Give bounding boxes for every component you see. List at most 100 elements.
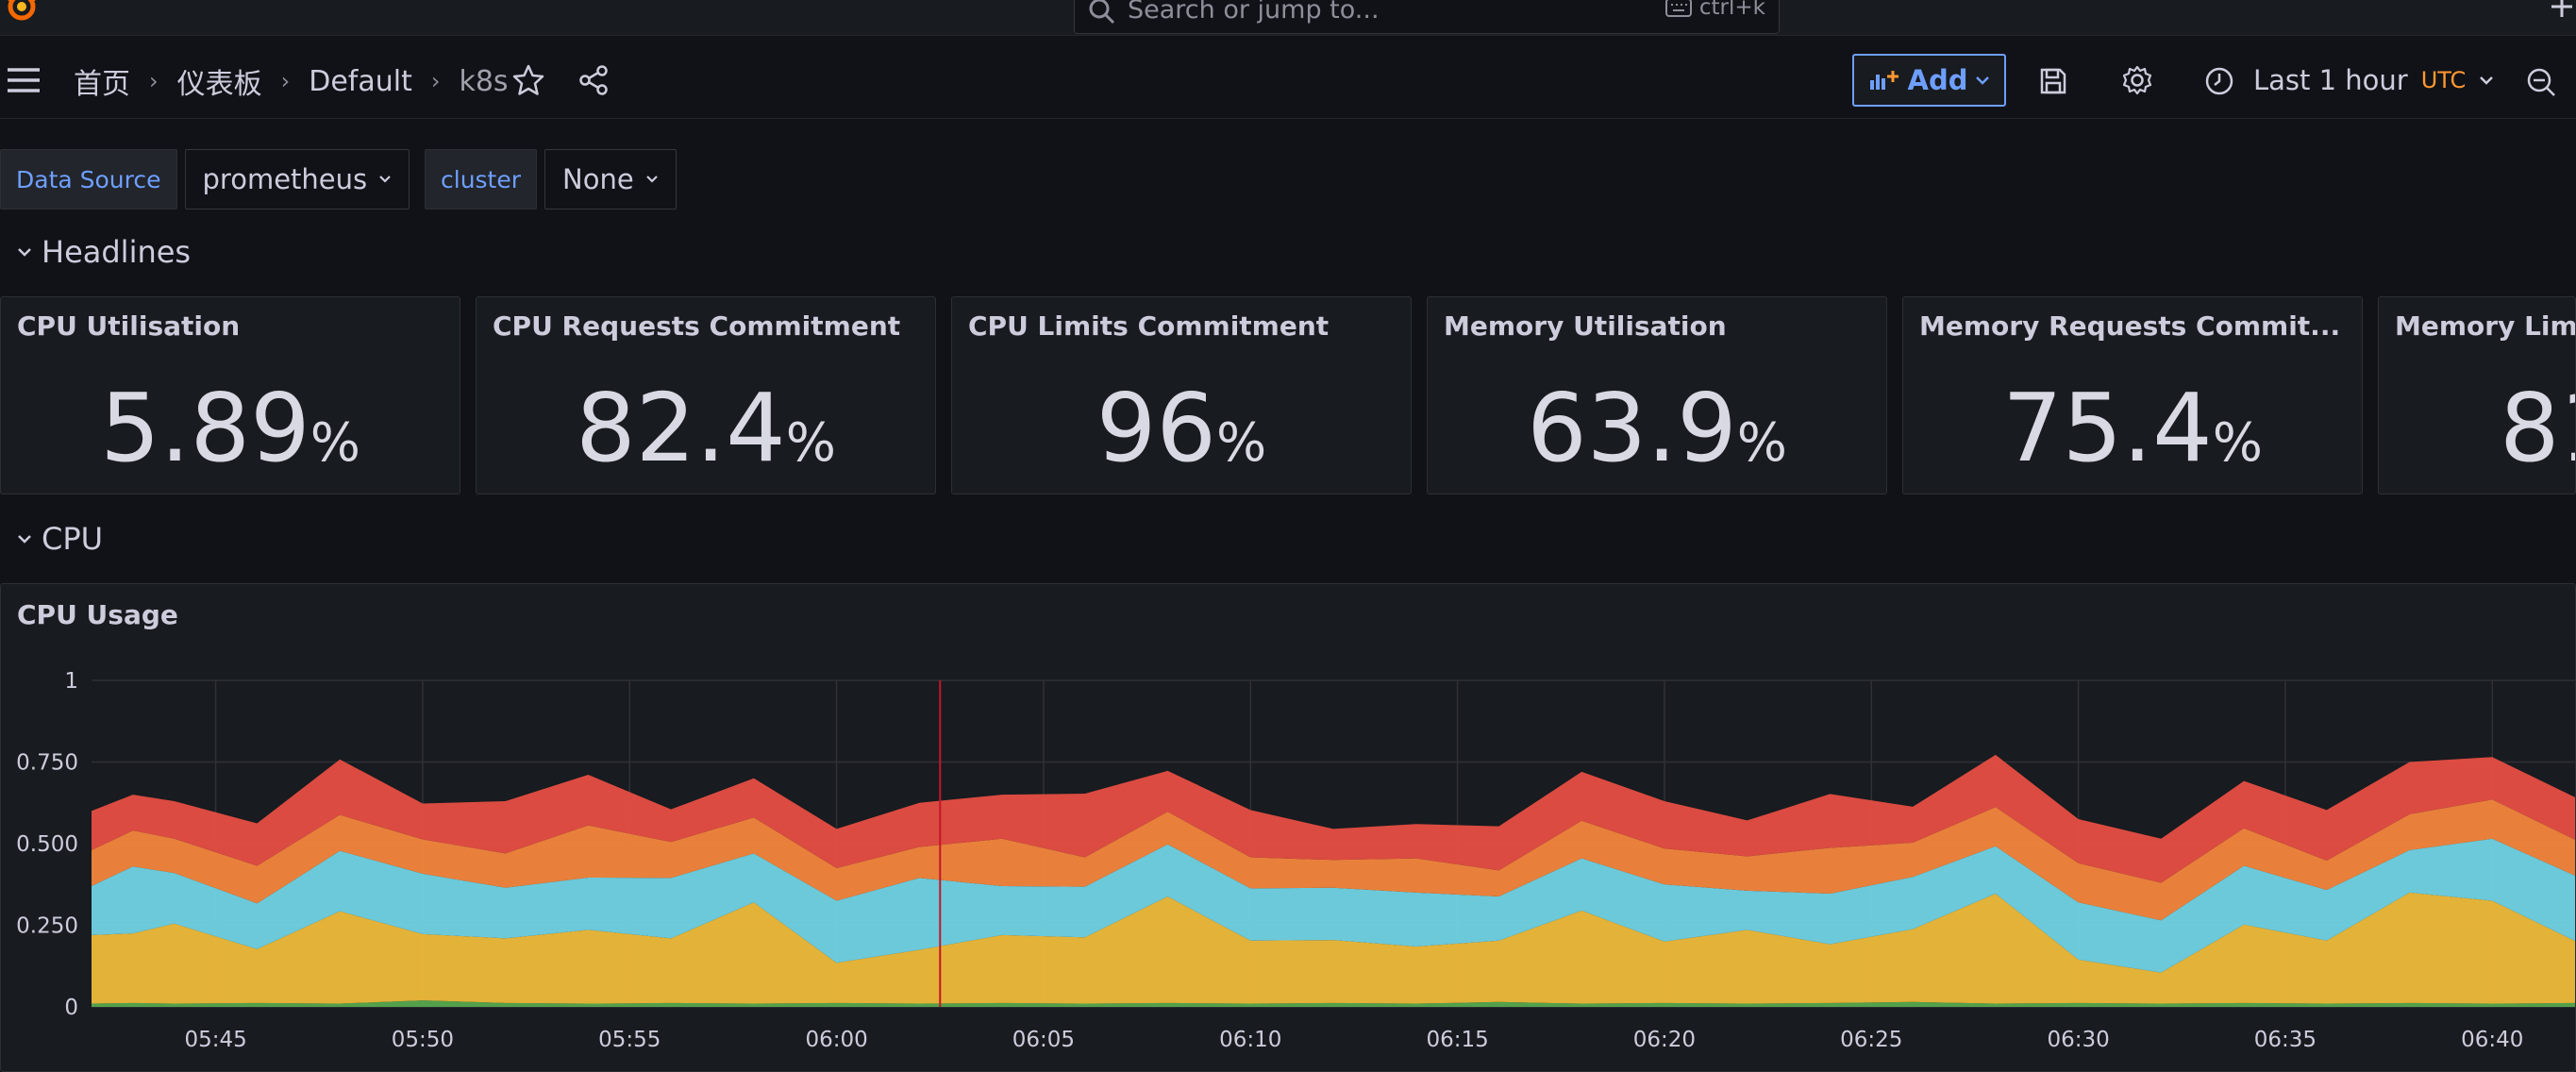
x-tick-label: 06:20: [1633, 1028, 1696, 1052]
datasource-value: prometheus: [202, 163, 368, 195]
stat-value: 96%: [952, 373, 1411, 483]
x-tick-label: 06:15: [1426, 1028, 1488, 1052]
x-tick-label: 05:45: [184, 1028, 246, 1052]
stat-unit: %: [1216, 412, 1267, 474]
series-area-5: [92, 754, 2575, 883]
stat-number: 96: [1096, 373, 1217, 483]
y-tick-label: 0.750: [16, 751, 78, 776]
stat-panel-cpu-limits[interactable]: CPU Limits Commitment 96%: [951, 296, 1412, 494]
x-tick-label: 05:50: [392, 1028, 454, 1052]
add-button-label: Add: [1907, 64, 1968, 96]
stat-value: 5.89%: [1, 373, 460, 483]
breadcrumb-dashboards[interactable]: 仪表板: [176, 68, 262, 101]
stat-panel-cpu-requests[interactable]: CPU Requests Commitment 82.4%: [476, 296, 936, 494]
stat-value: 81%: [2500, 373, 2575, 483]
x-tick-label: 06:10: [1219, 1028, 1281, 1052]
stat-unit: %: [1736, 412, 1787, 474]
clock-icon[interactable]: [2204, 66, 2234, 100]
panel-title: CPU Limits Commitment: [968, 310, 1330, 342]
variable-label: Data Source: [0, 149, 177, 209]
search-input[interactable]: Search or jump to... ctrl+k: [1074, 0, 1780, 34]
x-tick-label: 06:05: [1012, 1028, 1075, 1052]
stat-unit: %: [2212, 412, 2263, 474]
stat-value: 75.4%: [1903, 373, 2362, 483]
y-tick-label: 0.250: [16, 914, 78, 939]
cluster-select[interactable]: None: [544, 149, 677, 209]
time-range-label: Last 1 hour: [2253, 64, 2408, 96]
stat-number: 5.89: [100, 373, 310, 483]
y-tick-label: 1: [64, 669, 78, 694]
gear-icon[interactable]: [2121, 64, 2153, 100]
x-tick-label: 06:25: [1840, 1028, 1902, 1052]
search-shortcut-label: ctrl+k: [1698, 0, 1765, 20]
breadcrumb-current: k8s: [459, 64, 509, 98]
search-shortcut: ctrl+k: [1664, 0, 1765, 20]
chevron-down-icon: [18, 248, 31, 257]
stat-number: 81: [2500, 373, 2575, 483]
stat-panel-memory-requests[interactable]: Memory Requests Commit... 75.4%: [1902, 296, 2363, 494]
series-area-1: [92, 1000, 2575, 1007]
cpu-usage-chart[interactable]: 0 0.250 0.500 0.750 1 05:45 05:50 05:55 06:00 06:…: [1, 584, 2575, 1071]
chevron-down-icon: [645, 176, 658, 183]
star-icon[interactable]: [511, 64, 545, 100]
chevron-down-icon: [1976, 76, 1990, 85]
chevron-right-icon: ›: [430, 68, 441, 94]
cluster-value: None: [562, 163, 634, 195]
x-tick-label: 06:40: [2461, 1028, 2523, 1052]
stat-panel-cpu-utilisation[interactable]: CPU Utilisation 5.89%: [0, 296, 460, 494]
row-headlines[interactable]: Headlines: [17, 234, 191, 270]
cpu-usage-panel[interactable]: CPU Usage 0 0.250 0.500 0.750 1 05:45 05:50 05:…: [0, 583, 2576, 1072]
x-tick-label: 05:55: [598, 1028, 661, 1052]
save-icon[interactable]: [2038, 66, 2068, 100]
panel-title: Memory Requests Commit...: [1919, 310, 2341, 342]
variable-label: cluster: [425, 149, 538, 209]
stat-number: 82.4: [576, 373, 786, 483]
chevron-right-icon: ›: [149, 68, 159, 94]
stat-number: 63.9: [1527, 373, 1737, 483]
breadcrumb-folder[interactable]: Default: [309, 64, 412, 98]
panel-title: Memory Limits: [2395, 310, 2576, 342]
datasource-select[interactable]: prometheus: [184, 149, 410, 209]
chevron-down-icon: [379, 176, 391, 183]
stat-number: 75.4: [2002, 373, 2213, 483]
stat-unit: %: [309, 412, 360, 474]
search-icon: [1088, 0, 1116, 29]
search-placeholder: Search or jump to...: [1128, 0, 1380, 25]
stat-value: 82.4%: [477, 373, 935, 483]
grafana-logo-icon[interactable]: [4, 0, 40, 25]
time-range-picker[interactable]: Last 1 hour UTC: [2253, 64, 2494, 96]
add-panel-icon: [1869, 71, 1899, 90]
series-area-3: [92, 838, 2575, 973]
share-icon[interactable]: [577, 64, 610, 100]
chevron-right-icon: ›: [280, 68, 291, 94]
row-title: Headlines: [42, 234, 192, 270]
breadcrumb-home[interactable]: 首页: [74, 68, 130, 101]
menu-icon[interactable]: [6, 66, 42, 98]
zoom-out-icon[interactable]: [2525, 66, 2557, 102]
panel-title: CPU Usage: [17, 599, 178, 630]
panel-title: CPU Utilisation: [17, 310, 241, 342]
variable-datasource: Data Source prometheus: [0, 149, 410, 209]
variable-cluster: cluster None: [425, 149, 677, 209]
x-tick-label: 06:35: [2254, 1028, 2317, 1052]
panel-title: CPU Requests Commitment: [493, 310, 901, 342]
x-tick-label: 06:30: [2047, 1028, 2109, 1052]
stat-panel-memory-utilisation[interactable]: Memory Utilisation 63.9%: [1427, 296, 1887, 494]
top-bar: Search or jump to... ctrl+k: [0, 0, 2576, 36]
stat-panel-memory-limits[interactable]: Memory Limits 81%: [2378, 296, 2576, 494]
keyboard-icon: [1664, 0, 1692, 17]
new-plus-icon[interactable]: [2548, 0, 2576, 21]
dashboard-nav-bar: [0, 36, 2576, 119]
y-tick-label: 0.500: [16, 832, 78, 857]
row-title: CPU: [42, 521, 104, 557]
chevron-down-icon: [2480, 76, 2494, 85]
y-tick-label: 0: [64, 996, 78, 1020]
add-button[interactable]: Add: [1852, 54, 2006, 107]
chevron-down-icon: [18, 535, 31, 544]
stat-unit: %: [785, 412, 836, 474]
panel-title: Memory Utilisation: [1444, 310, 1727, 342]
stat-value: 63.9%: [1428, 373, 1886, 483]
series-area-2: [92, 892, 2575, 1004]
row-cpu[interactable]: CPU: [17, 521, 103, 557]
breadcrumb: 首页 › 仪表板 › Default › k8s: [74, 60, 509, 102]
